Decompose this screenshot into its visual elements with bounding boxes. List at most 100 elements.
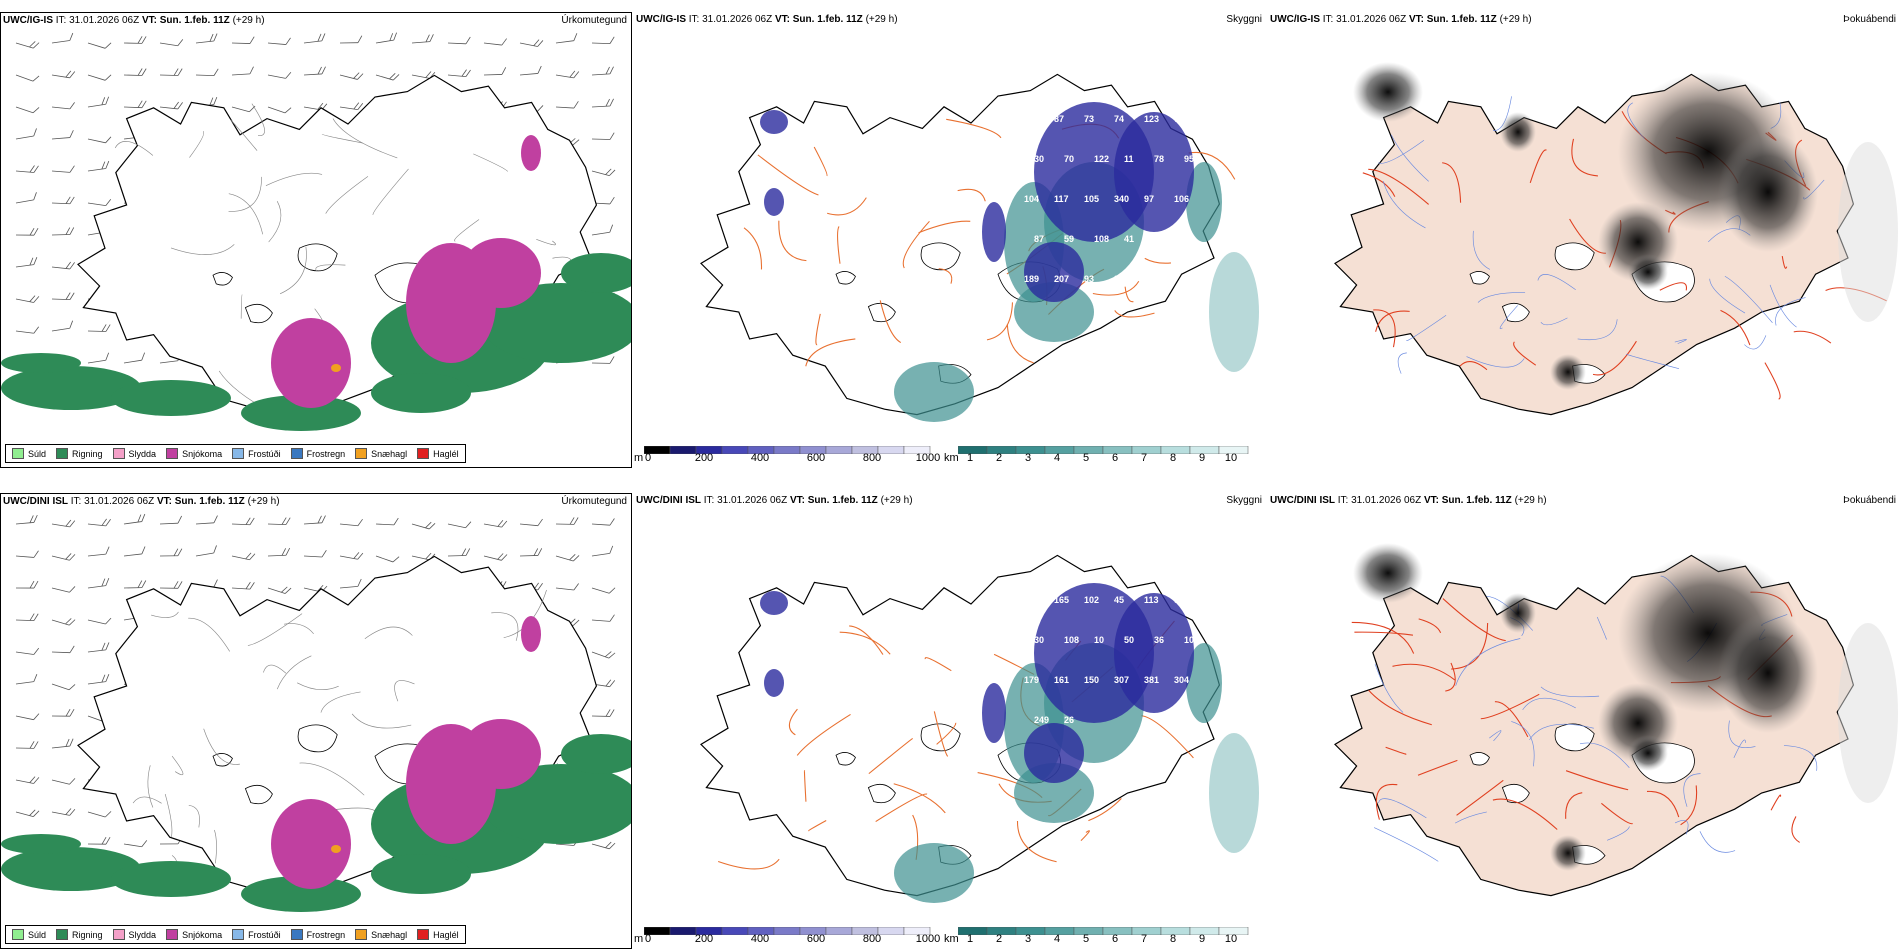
wind-barb — [303, 515, 326, 525]
wind-barb — [15, 613, 39, 621]
header-it-value: 31.01.2026 06Z — [717, 495, 788, 506]
legend-item-6: Snæhagl — [355, 929, 407, 940]
snow-area — [271, 799, 351, 889]
wind-barb — [231, 36, 255, 44]
road-line — [1769, 284, 1797, 328]
visibility-unit: km — [944, 933, 959, 945]
wind-barb — [123, 68, 147, 76]
road-line — [813, 146, 828, 177]
glacier-outline — [212, 272, 233, 286]
road-line — [1392, 663, 1456, 681]
forecast-row: UWC/IG-IS IT: 31.01.2026 06Z VT: Sun. 1.… — [0, 12, 1900, 468]
ceiling-label: 30 — [1034, 635, 1044, 645]
legend-swatch — [355, 929, 368, 940]
wind-barb — [267, 517, 291, 525]
wind-barb — [519, 65, 542, 76]
wind-barb — [51, 645, 75, 654]
wind-barb — [411, 34, 434, 44]
ceiling-tick: 800 — [862, 452, 882, 464]
legend-label: Rigning — [72, 448, 103, 459]
road-line — [263, 664, 287, 674]
wind-barb — [15, 580, 39, 589]
road-line — [1454, 811, 1487, 824]
snow-area — [521, 616, 541, 652]
fog-area — [1353, 62, 1423, 122]
visibility-panel: UWC/IG-IS IT: 31.01.2026 06Z VT: Sun. 1.… — [634, 12, 1330, 468]
panel-header: UWC/IG-IS IT: 31.01.2026 06Z VT: Sun. 1.… — [636, 14, 898, 25]
wind-barb — [87, 811, 112, 818]
panel-header: UWC/IG-IS IT: 31.01.2026 06Z VT: Sun. 1.… — [1270, 14, 1532, 25]
visibility-tick: 8 — [1169, 933, 1177, 945]
ceiling-tick: 200 — [694, 452, 714, 464]
road-line — [1579, 742, 1630, 768]
road-line — [1442, 598, 1506, 642]
visibility-tick: 9 — [1198, 933, 1206, 945]
road-line — [1385, 746, 1407, 755]
road-line — [1764, 362, 1781, 400]
wind-barb — [51, 32, 74, 44]
ceiling-label: 92 — [1024, 114, 1034, 124]
road-line — [188, 617, 230, 652]
road-line — [240, 294, 243, 319]
wind-barb — [87, 642, 110, 653]
legend-swatch — [56, 929, 69, 940]
wind-barb — [591, 66, 614, 76]
legend-label: Haglél — [433, 448, 459, 459]
legend-item-5: Frostregn — [290, 448, 345, 459]
ceiling-label: 78 — [1154, 154, 1164, 164]
road-line — [1724, 275, 1773, 323]
road-line — [351, 713, 412, 729]
ceiling-label: 340 — [1114, 194, 1129, 204]
ceiling-tick: 0 — [644, 933, 652, 945]
header-it-value: 31.01.2026 06Z — [702, 14, 773, 25]
ceiling-label: 95 — [1184, 154, 1194, 164]
wind-barb — [51, 808, 76, 816]
road-line — [321, 133, 363, 144]
wind-barb — [195, 68, 219, 77]
road-line — [1466, 356, 1525, 368]
snow-grains-area — [331, 364, 341, 372]
wind-barb — [51, 778, 76, 785]
wind-barb — [519, 548, 543, 557]
legend-label: Snjókoma — [182, 448, 223, 459]
wind-barb — [303, 66, 326, 76]
header-vt-label: VT: — [774, 14, 790, 25]
wind-barb — [195, 545, 217, 557]
road-line — [1674, 820, 1689, 835]
wind-barb — [15, 647, 40, 655]
road-line — [1374, 827, 1439, 862]
wind-barb — [447, 548, 471, 557]
wind-barb — [51, 320, 74, 332]
wind-barb — [15, 106, 40, 114]
visibility-tick: 8 — [1169, 452, 1177, 464]
road-line — [268, 201, 282, 243]
legend-label: Rigning — [72, 929, 103, 940]
header-it-value: 31.01.2026 06Z — [84, 496, 155, 507]
road-line — [1445, 662, 1456, 692]
header-lead: (+29 h) — [232, 15, 265, 26]
wind-barb — [267, 37, 291, 45]
wind-barb — [51, 70, 76, 79]
road-line — [1680, 785, 1698, 826]
visibility-tick: 4 — [1053, 933, 1061, 945]
legend-swatch — [290, 448, 303, 459]
visibility-tick: 7 — [1140, 452, 1148, 464]
wind-barb — [519, 518, 543, 527]
road-line — [1499, 305, 1518, 329]
fog-area — [1500, 112, 1536, 152]
wind-barb — [87, 352, 110, 364]
wind-barb — [51, 738, 74, 749]
wind-barb — [339, 552, 364, 560]
wind-barb — [267, 106, 292, 114]
wind-barb — [231, 517, 255, 526]
road-line — [778, 220, 807, 262]
colorbar-step — [903, 446, 931, 454]
glacier-outline — [1469, 271, 1490, 285]
colorbar-step — [721, 927, 749, 935]
wind-barb — [231, 552, 256, 561]
wind-barb — [267, 71, 292, 79]
ceiling-label: 189 — [1024, 274, 1039, 284]
rain-area — [561, 734, 631, 774]
road-line — [1417, 759, 1458, 776]
header-vt-value: Sun. 1.feb. 11Z — [174, 496, 245, 507]
